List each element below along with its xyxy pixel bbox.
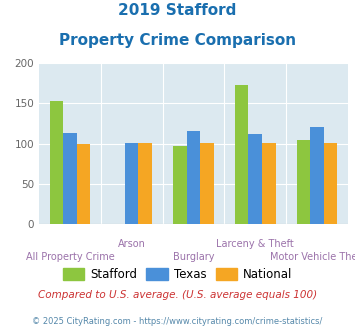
Bar	[77, 144, 90, 224]
Text: Property Crime Comparison: Property Crime Comparison	[59, 33, 296, 48]
Bar	[63, 133, 77, 224]
Legend: Stafford, Texas, National: Stafford, Texas, National	[58, 263, 297, 286]
Text: All Property Crime: All Property Crime	[26, 252, 114, 262]
Bar	[173, 146, 187, 224]
Bar	[50, 101, 63, 224]
Text: Compared to U.S. average. (U.S. average equals 100): Compared to U.S. average. (U.S. average …	[38, 290, 317, 300]
Bar	[248, 134, 262, 224]
Bar	[262, 143, 275, 224]
Text: Motor Vehicle Theft: Motor Vehicle Theft	[270, 252, 355, 262]
Bar	[297, 140, 310, 224]
Text: Larceny & Theft: Larceny & Theft	[216, 239, 294, 249]
Text: Burglary: Burglary	[173, 252, 214, 262]
Bar	[187, 131, 200, 224]
Text: © 2025 CityRating.com - https://www.cityrating.com/crime-statistics/: © 2025 CityRating.com - https://www.city…	[32, 317, 323, 326]
Bar	[324, 143, 337, 224]
Bar	[138, 143, 152, 224]
Bar	[310, 127, 324, 224]
Text: 2019 Stafford: 2019 Stafford	[118, 3, 237, 18]
Text: Arson: Arson	[118, 239, 146, 249]
Bar	[200, 143, 214, 224]
Bar	[235, 85, 248, 224]
Bar	[125, 143, 138, 224]
